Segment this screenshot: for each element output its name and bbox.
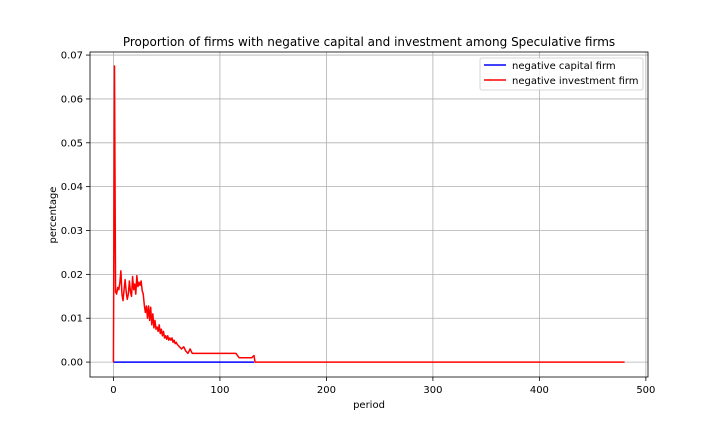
plot-frame bbox=[89, 51, 649, 378]
x-tick-label: 0 bbox=[110, 385, 116, 396]
y-tick-label: 0.06 bbox=[61, 94, 83, 105]
x-tick-label: 500 bbox=[636, 385, 655, 396]
grid bbox=[90, 52, 648, 377]
y-tick-label: 0.02 bbox=[61, 270, 83, 281]
series-layer bbox=[112, 65, 625, 363]
x-tick-label: 200 bbox=[317, 385, 336, 396]
legend-box bbox=[479, 57, 644, 91]
y-axis-label: percentage bbox=[48, 187, 59, 244]
y-tick-label: 0.07 bbox=[61, 51, 83, 62]
x-tick-label: 300 bbox=[423, 385, 442, 396]
x-tick-label: 100 bbox=[210, 385, 229, 396]
x-axis-label: period bbox=[353, 400, 385, 411]
x-tick-label: 400 bbox=[530, 385, 549, 396]
legend-label-negative-investment: negative investment firm bbox=[512, 76, 639, 87]
y-axis: 0.00 0.01 0.02 0.03 0.04 0.05 0.06 0.07 bbox=[61, 51, 90, 369]
y-tick-label: 0.03 bbox=[61, 226, 83, 237]
chart-title: Proportion of firms with negative capita… bbox=[123, 35, 615, 49]
y-tick-label: 0.04 bbox=[61, 182, 83, 193]
y-tick-label: 0.01 bbox=[61, 314, 83, 325]
legend-label-negative-capital: negative capital firm bbox=[512, 61, 616, 72]
y-tick-label: 0.05 bbox=[61, 138, 83, 149]
x-axis: 0 100 200 300 400 500 bbox=[110, 377, 655, 396]
plot-area bbox=[90, 52, 648, 377]
series-line-negative-investment bbox=[112, 65, 625, 363]
y-tick-label: 0.00 bbox=[61, 358, 83, 369]
legend: negative capital firm negative investmen… bbox=[479, 57, 644, 91]
